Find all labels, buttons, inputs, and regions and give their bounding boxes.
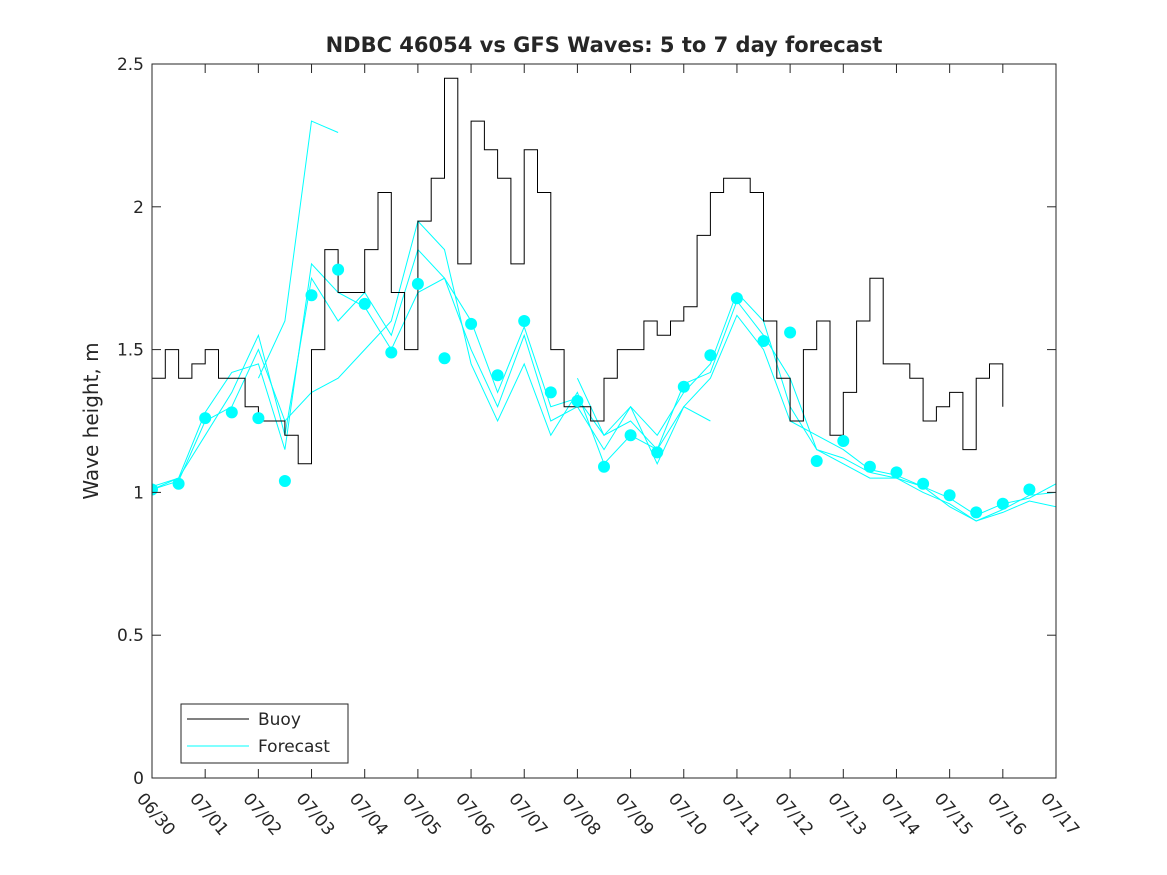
chart-title: NDBC 46054 vs GFS Waves: 5 to 7 day fore… xyxy=(326,33,883,57)
forecast-marker xyxy=(757,335,770,347)
x-tick-label: 07/15 xyxy=(930,789,977,839)
forecast-marker xyxy=(332,263,345,276)
y-axis-label: Wave height, m xyxy=(79,342,103,499)
forecast-marker xyxy=(252,412,265,425)
forecast-line-2 xyxy=(152,248,1056,522)
x-tick-label: 07/07 xyxy=(504,789,551,839)
forecast-marker xyxy=(465,317,478,330)
x-tick-label: 07/03 xyxy=(292,789,339,839)
forecast-marker xyxy=(651,446,664,459)
forecast-marker xyxy=(996,497,1009,510)
forecast-line-4 xyxy=(257,120,339,379)
legend-label-forecast: Forecast xyxy=(258,737,330,757)
x-tick-label: 06/30 xyxy=(132,789,179,839)
forecast-marker xyxy=(730,292,743,305)
legend-box xyxy=(180,703,349,764)
x-tick-label: 07/09 xyxy=(611,789,658,839)
x-tick-label: 07/08 xyxy=(558,789,605,839)
forecast-marker xyxy=(518,315,531,327)
axes-box xyxy=(151,63,1057,779)
buoy-line xyxy=(152,77,1004,465)
x-tick-label: 07/06 xyxy=(451,789,498,839)
forecast-marker xyxy=(571,395,584,407)
legend-label-buoy: Buoy xyxy=(258,710,301,730)
forecast-marker xyxy=(784,326,797,339)
y-tick-label: 1 xyxy=(133,483,144,503)
forecast-marker xyxy=(225,406,238,419)
forecast-marker xyxy=(385,346,398,359)
forecast-marker xyxy=(1023,483,1036,496)
x-tick-label: 07/12 xyxy=(770,789,817,839)
x-tick-label: 07/13 xyxy=(823,789,870,839)
y-tick-label: 0 xyxy=(133,769,144,789)
forecast-marker xyxy=(358,297,371,310)
legend: Buoy Forecast xyxy=(180,703,349,764)
x-tick-label: 07/16 xyxy=(983,789,1030,839)
x-tick-label: 07/05 xyxy=(398,789,445,839)
y-tick-label: 1.5 xyxy=(117,341,144,361)
y-tick-label: 0.5 xyxy=(117,626,144,646)
forecast-marker xyxy=(491,369,504,382)
x-tick-label: 07/17 xyxy=(1036,789,1083,839)
x-tick-label: 07/14 xyxy=(877,789,924,839)
forecast-marker xyxy=(837,435,850,447)
forecast-marker xyxy=(438,352,451,365)
x-tick-label: 07/02 xyxy=(239,789,286,839)
forecast-line-5 xyxy=(576,377,711,465)
forecast-marker xyxy=(278,475,291,487)
x-tick-label: 07/10 xyxy=(664,789,711,839)
forecast-marker xyxy=(544,386,557,399)
x-tick-label: 07/11 xyxy=(717,789,764,839)
forecast-marker xyxy=(890,466,903,479)
forecast-marker xyxy=(943,489,956,502)
forecast-marker xyxy=(199,412,212,425)
plot-area xyxy=(152,77,1056,522)
x-tick-label: 07/01 xyxy=(185,789,232,839)
forecast-marker xyxy=(704,349,717,362)
forecast-marker xyxy=(863,460,876,473)
forecast-marker xyxy=(970,506,983,519)
forecast-marker xyxy=(598,460,610,473)
forecast-marker xyxy=(810,455,823,467)
y-tick-label: 2.5 xyxy=(117,55,144,75)
x-tick-label: 07/04 xyxy=(345,789,392,839)
forecast-marker xyxy=(677,380,690,393)
forecast-marker xyxy=(305,289,318,302)
y-tick-label: 2 xyxy=(133,198,144,218)
forecast-marker xyxy=(411,277,424,290)
forecast-marker xyxy=(172,477,185,490)
forecast-marker xyxy=(917,477,930,490)
forecast-marker xyxy=(624,429,637,442)
